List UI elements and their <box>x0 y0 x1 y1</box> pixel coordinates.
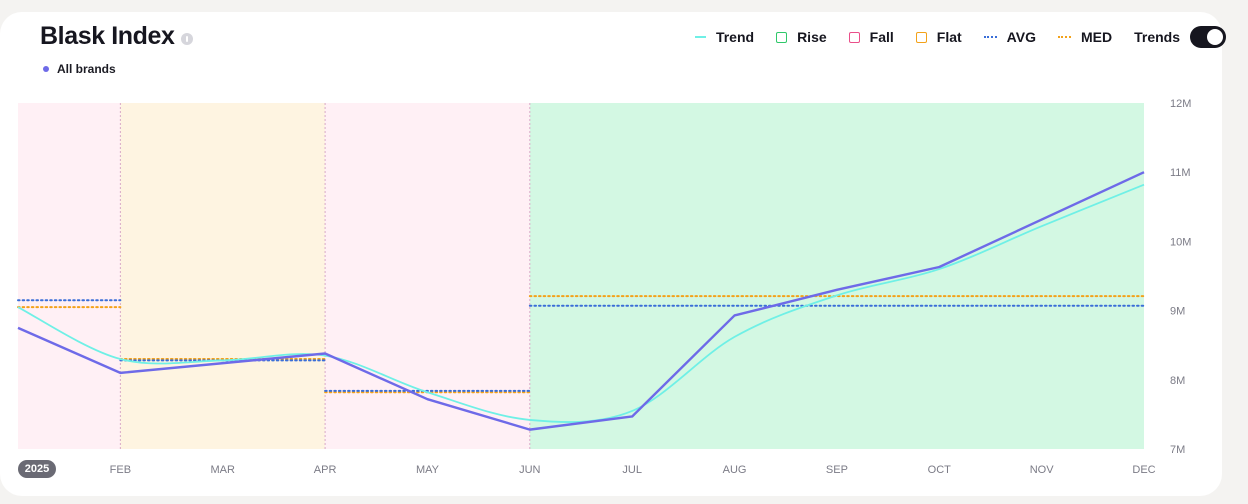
x-tick-label: AUG <box>723 464 747 476</box>
x-tick-label: NOV <box>1030 464 1055 476</box>
rise-swatch-icon <box>776 31 788 43</box>
region-fall-2 <box>325 103 530 449</box>
x-tick-label: JUN <box>519 464 540 476</box>
x-tick-label: MAR <box>211 464 236 476</box>
region-rise-3 <box>529 103 1144 449</box>
y-tick-label: 8M <box>1170 375 1185 387</box>
legend-avg-label: AVG <box>1006 29 1036 45</box>
region-fall-0 <box>18 103 121 449</box>
avg-swatch-icon <box>983 36 997 38</box>
flat-swatch-icon <box>915 31 927 43</box>
series-label: All brands <box>43 62 116 76</box>
toggle-knob <box>1207 29 1223 45</box>
legend-med-label: MED <box>1080 29 1113 45</box>
brand-dot-icon <box>43 66 49 72</box>
legend-trend-label: Trend <box>715 29 755 45</box>
trend-swatch-icon <box>694 36 706 38</box>
legend-trend[interactable]: Trend <box>694 29 755 45</box>
title-row: Blask Index <box>40 22 193 51</box>
legend-rise[interactable]: Rise <box>776 29 827 45</box>
x-tick-label: SEP <box>826 464 848 476</box>
y-tick-label: 7M <box>1170 444 1185 456</box>
y-tick-label: 11M <box>1170 167 1191 179</box>
y-tick-label: 9M <box>1170 306 1185 318</box>
x-tick-label: DEC <box>1132 464 1155 476</box>
med-swatch-icon <box>1057 36 1071 38</box>
trends-toggle-group: Trends <box>1134 26 1226 48</box>
brands-label: All brands <box>57 62 116 76</box>
y-tick-label: 12M <box>1170 98 1191 110</box>
region-flat-1 <box>120 103 326 449</box>
y-tick-label: 10M <box>1170 236 1191 248</box>
year-badge: 2025 <box>18 460 56 478</box>
legend-flat-label: Flat <box>936 29 962 45</box>
trends-toggle[interactable] <box>1190 26 1226 48</box>
x-tick-label: JUL <box>622 464 642 476</box>
chart-title: Blask Index <box>40 22 175 50</box>
legend-fall[interactable]: Fall <box>848 29 894 45</box>
legend-flat[interactable]: Flat <box>915 29 962 45</box>
legend-fall-label: Fall <box>869 29 894 45</box>
x-tick-label: MAY <box>416 464 440 476</box>
legend: Trend Rise Fall Flat AVG MED Trends <box>694 26 1226 48</box>
info-icon[interactable] <box>180 32 193 45</box>
trends-toggle-label: Trends <box>1134 29 1180 45</box>
x-tick-label: OCT <box>928 464 952 476</box>
legend-med[interactable]: MED <box>1057 29 1113 45</box>
legend-rise-label: Rise <box>797 29 827 45</box>
series-line-all-brands <box>17 171 1145 431</box>
x-tick-label: FEB <box>110 464 131 476</box>
legend-avg[interactable]: AVG <box>983 29 1036 45</box>
x-tick-label: APR <box>314 464 337 476</box>
fall-swatch-icon <box>848 31 860 43</box>
